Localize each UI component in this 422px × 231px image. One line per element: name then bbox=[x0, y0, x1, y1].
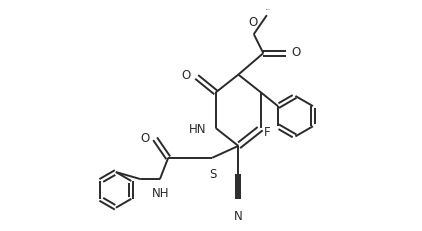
Text: methyl: methyl bbox=[265, 9, 271, 10]
Text: NH: NH bbox=[152, 186, 170, 199]
Text: S: S bbox=[209, 167, 216, 180]
Text: O: O bbox=[181, 69, 191, 82]
Text: HN: HN bbox=[189, 122, 206, 135]
Text: F: F bbox=[264, 125, 271, 138]
Text: N: N bbox=[234, 209, 243, 222]
Text: O: O bbox=[248, 16, 257, 29]
Text: O: O bbox=[140, 131, 149, 144]
Text: O: O bbox=[292, 46, 301, 59]
